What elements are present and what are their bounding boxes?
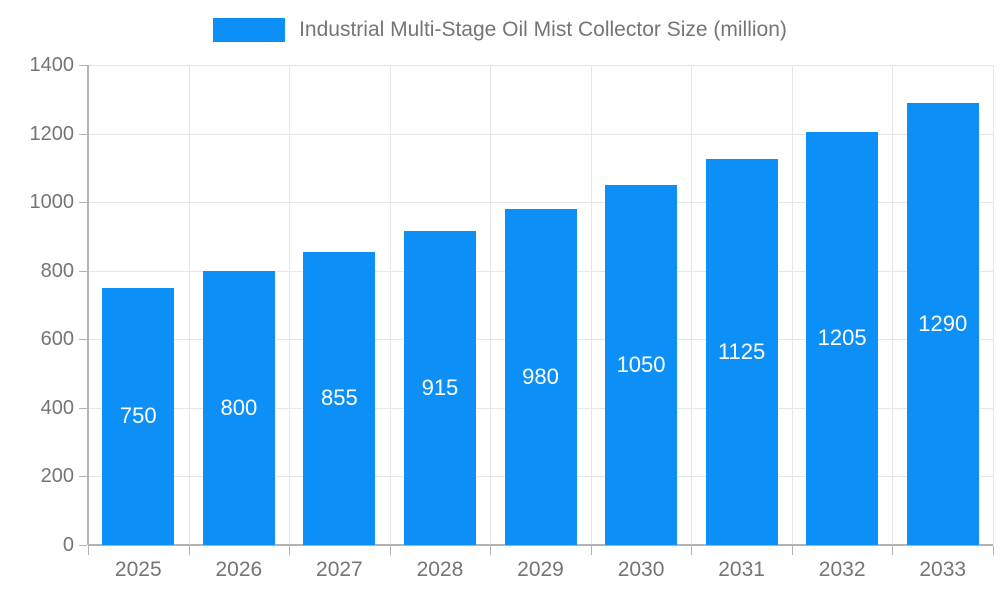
bar-value-label: 1205	[817, 325, 867, 351]
y-axis-tick-label: 1000	[29, 191, 75, 214]
x-axis-tick-label: 2025	[114, 558, 162, 581]
gridline-vertical	[188, 65, 190, 545]
y-axis-tick-label: 600	[40, 328, 74, 351]
bar[interactable]: 800	[202, 270, 275, 545]
plot-area: 0 200 400 600 800 1000 1200 1400 750 2025 800 2026 8…	[30, 55, 994, 580]
x-axis-tick-label: 2028	[416, 558, 464, 581]
bar-value-label: 800	[220, 394, 258, 420]
y-axis-tick-label: 1400	[29, 54, 75, 76]
bar[interactable]: 1125	[705, 159, 778, 545]
bar-value-label: 915	[421, 375, 459, 401]
bar-value-label: 980	[522, 364, 559, 389]
gridline-vertical	[691, 65, 693, 545]
x-axis-tick-label: 2030	[617, 558, 665, 581]
x-axis-tick	[993, 546, 994, 555]
y-axis-tick-label: 400	[40, 396, 74, 419]
y-axis-tick	[79, 270, 87, 272]
bar[interactable]: 980	[504, 209, 577, 545]
bar[interactable]: 1205	[806, 131, 879, 545]
x-axis-tick	[590, 546, 592, 555]
gridline-vertical	[289, 65, 291, 545]
x-axis-tick	[88, 546, 89, 555]
y-axis-tick	[79, 407, 87, 409]
x-axis-tick	[389, 546, 391, 555]
y-axis-tick	[79, 202, 87, 204]
legend[interactable]: Industrial Multi-Stage Oil Mist Collecto…	[0, 18, 1000, 42]
x-axis-tick-label: 2033	[919, 558, 967, 581]
gridline-horizontal	[88, 65, 993, 66]
y-axis-tick	[79, 133, 87, 135]
y-axis-tick-label: 200	[40, 465, 74, 488]
gridline-horizontal	[88, 133, 993, 135]
y-axis-tick	[79, 545, 87, 546]
bar[interactable]: 750	[102, 287, 175, 545]
bar[interactable]: 1290	[906, 102, 979, 545]
legend-swatch	[213, 18, 286, 42]
bar-value-label: 1050	[616, 352, 666, 377]
legend-label: Industrial Multi-Stage Oil Mist Collecto…	[299, 18, 787, 41]
y-axis-tick	[79, 339, 87, 341]
y-axis-tick-label: 800	[40, 259, 74, 282]
bar-value-label: 1125	[717, 339, 766, 365]
x-axis-tick-label: 2026	[215, 558, 263, 581]
gridline-vertical	[791, 65, 793, 545]
bar-value-label: 1290	[918, 310, 968, 336]
x-axis-line	[88, 544, 993, 546]
bar[interactable]: 1050	[605, 185, 678, 545]
gridline-vertical	[590, 65, 592, 545]
y-axis-line	[87, 65, 89, 545]
bar-value-label: 855	[321, 385, 358, 411]
gridline-vertical	[892, 65, 894, 545]
x-axis-tick	[691, 546, 693, 555]
x-axis-tick	[490, 546, 492, 555]
gridline-vertical	[993, 65, 994, 545]
x-axis-tick-label: 2027	[316, 558, 363, 581]
y-axis-tick-label: 1200	[29, 122, 75, 145]
gridline-vertical	[490, 65, 492, 545]
x-axis-tick-label: 2031	[718, 558, 765, 581]
y-axis-tick	[79, 476, 87, 478]
bar[interactable]: 855	[303, 251, 376, 545]
bar-value-label: 750	[119, 403, 157, 429]
gridline-horizontal	[88, 202, 993, 204]
y-axis-tick-label: 0	[62, 534, 74, 556]
x-axis-tick	[791, 546, 793, 555]
x-axis-tick-label: 2032	[818, 558, 866, 581]
x-axis-tick	[188, 546, 190, 555]
gridline-vertical	[389, 65, 391, 545]
bar[interactable]: 915	[403, 231, 476, 545]
y-axis-tick	[79, 65, 87, 66]
x-axis-tick-label: 2029	[517, 558, 564, 581]
x-axis-tick	[289, 546, 291, 555]
x-axis-tick	[892, 546, 894, 555]
